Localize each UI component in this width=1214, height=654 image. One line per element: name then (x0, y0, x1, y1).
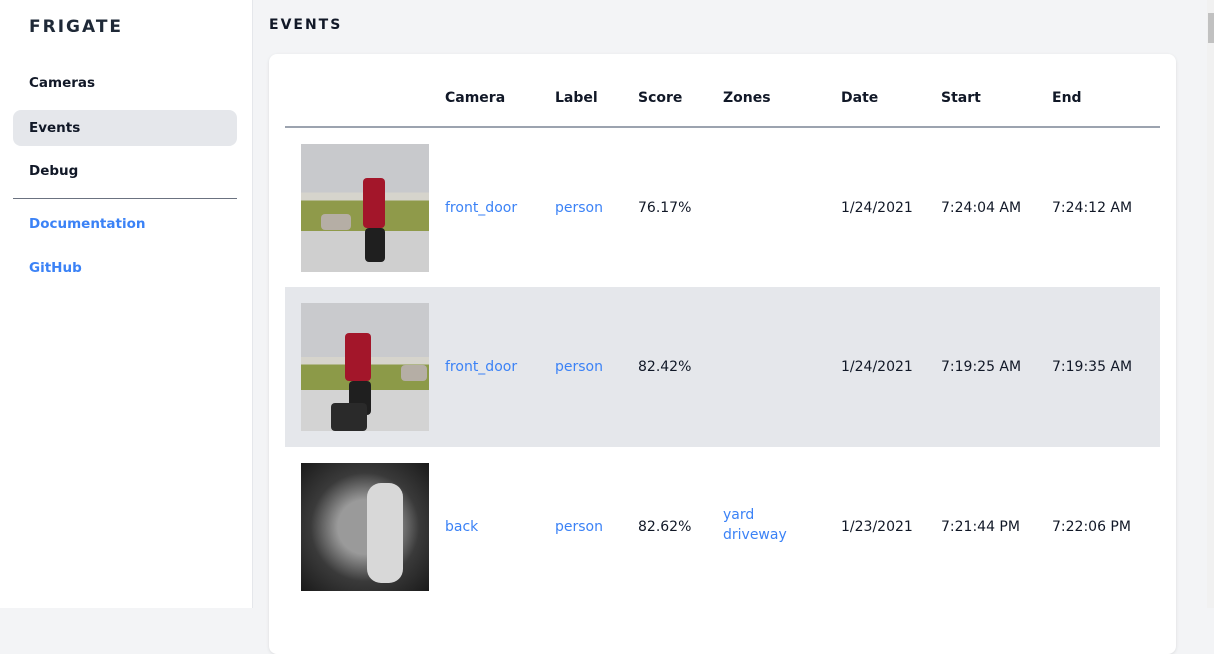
start-time: 7:21:44 PM (941, 519, 1020, 535)
label-link[interactable]: person (555, 199, 603, 216)
table-header: Camera Label Score Zones Date Start End (285, 54, 1160, 128)
header-zones: Zones (723, 54, 841, 128)
zone-link-driveway[interactable]: driveway (723, 527, 787, 543)
sidebar-link-documentation[interactable]: Documentation (29, 216, 146, 232)
sidebar: FRIGATE Cameras Events Debug Documentati… (0, 0, 253, 608)
camera-link[interactable]: front_door (445, 359, 518, 375)
scrollbar-thumb[interactable] (1208, 13, 1214, 43)
table-row[interactable]: front_door person 82.42% 1/24/2021 7:19:… (285, 287, 1160, 447)
camera-link[interactable]: front_door (445, 199, 518, 216)
date: 1/24/2021 (841, 199, 913, 216)
header-score: Score (638, 54, 723, 128)
header-label: Label (555, 54, 638, 128)
camera-link[interactable]: back (445, 519, 479, 535)
end-time: 7:22:06 PM (1052, 519, 1131, 535)
header-thumbnail (285, 54, 445, 128)
table-row[interactable]: front_door person 76.17% 1/24/2021 7:24:… (285, 127, 1160, 287)
label-link[interactable]: person (555, 359, 603, 375)
event-thumbnail[interactable] (301, 303, 429, 431)
header-date: Date (841, 54, 941, 128)
table-row[interactable]: back person 82.62% yard driveway 1/23/202… (285, 447, 1160, 607)
end-time: 7:24:12 AM (1052, 199, 1133, 216)
events-table: Camera Label Score Zones Date Start End … (285, 54, 1160, 607)
events-card: Camera Label Score Zones Date Start End … (269, 54, 1176, 654)
header-camera: Camera (445, 54, 555, 128)
date: 1/24/2021 (841, 287, 941, 447)
brand-logo[interactable]: FRIGATE (29, 17, 124, 37)
sidebar-item-debug[interactable]: Debug (29, 163, 79, 179)
sidebar-item-cameras[interactable]: Cameras (29, 75, 96, 91)
divider (13, 198, 237, 199)
event-thumbnail[interactable] (301, 143, 429, 272)
scrollbar[interactable] (1207, 0, 1214, 608)
score: 82.62% (638, 519, 692, 535)
sidebar-item-events[interactable]: Events (13, 110, 237, 146)
start-time: 7:24:04 AM (941, 199, 1022, 216)
header-end: End (1052, 54, 1160, 128)
score: 82.42% (638, 287, 723, 447)
zone-link-yard[interactable]: yard (723, 507, 755, 523)
event-thumbnail[interactable] (301, 463, 429, 591)
header-start: Start (941, 54, 1052, 128)
start-time: 7:19:25 AM (941, 287, 1052, 447)
label-link[interactable]: person (555, 519, 603, 535)
page-title: EVENTS (269, 17, 343, 33)
end-time: 7:19:35 AM (1052, 287, 1160, 447)
score: 76.17% (638, 199, 692, 216)
date: 1/23/2021 (841, 519, 913, 535)
sidebar-link-github[interactable]: GitHub (29, 260, 82, 276)
